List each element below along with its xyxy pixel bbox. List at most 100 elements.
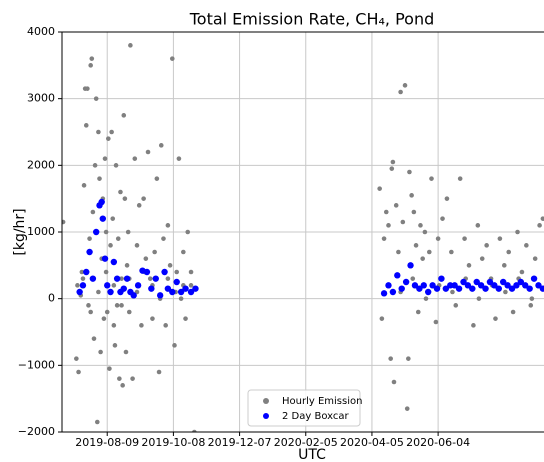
legend-label: Hourly Emission bbox=[282, 396, 362, 407]
x-tick-label: 2020-02-05 bbox=[274, 436, 338, 449]
point bbox=[128, 43, 133, 48]
point bbox=[79, 282, 87, 289]
point bbox=[381, 236, 387, 241]
point bbox=[112, 343, 118, 348]
point bbox=[513, 282, 520, 289]
point bbox=[453, 303, 459, 308]
point bbox=[391, 379, 397, 385]
point bbox=[152, 275, 159, 282]
point bbox=[132, 156, 138, 161]
point bbox=[411, 282, 419, 289]
y-tick-label: 2000 bbox=[27, 158, 55, 171]
point bbox=[83, 268, 90, 276]
point bbox=[147, 276, 153, 281]
point bbox=[192, 285, 199, 292]
point bbox=[143, 256, 149, 261]
point bbox=[167, 263, 173, 268]
point bbox=[123, 349, 129, 355]
point bbox=[165, 276, 171, 281]
point bbox=[510, 309, 516, 315]
point bbox=[92, 163, 98, 168]
point bbox=[460, 278, 467, 286]
point bbox=[185, 229, 191, 235]
point bbox=[145, 149, 151, 155]
point bbox=[411, 209, 417, 215]
point bbox=[104, 309, 110, 315]
point bbox=[74, 356, 79, 361]
point bbox=[386, 223, 391, 228]
point bbox=[161, 268, 168, 276]
point bbox=[86, 248, 93, 256]
point bbox=[503, 289, 508, 295]
point bbox=[169, 56, 175, 61]
point bbox=[407, 262, 414, 269]
point bbox=[113, 163, 119, 168]
point bbox=[188, 269, 194, 275]
point bbox=[101, 255, 109, 262]
point bbox=[532, 256, 538, 261]
point bbox=[402, 83, 408, 88]
point bbox=[91, 336, 97, 341]
point bbox=[134, 243, 140, 248]
point bbox=[103, 269, 109, 275]
point bbox=[415, 309, 421, 315]
point bbox=[101, 316, 107, 321]
point bbox=[126, 309, 132, 315]
point bbox=[108, 243, 113, 248]
point bbox=[519, 269, 525, 275]
point bbox=[96, 129, 101, 135]
point bbox=[154, 176, 160, 181]
point bbox=[426, 249, 432, 255]
point bbox=[476, 296, 482, 301]
legend-marker bbox=[263, 413, 269, 419]
point bbox=[110, 258, 118, 266]
point bbox=[506, 249, 512, 255]
point bbox=[540, 216, 544, 221]
point bbox=[383, 209, 389, 215]
point bbox=[156, 369, 162, 375]
point bbox=[440, 216, 445, 221]
point bbox=[450, 289, 455, 295]
point bbox=[515, 229, 520, 235]
point bbox=[178, 296, 184, 301]
y-axis-label: [kg/hr] bbox=[12, 208, 28, 255]
point bbox=[394, 272, 401, 279]
point bbox=[80, 276, 86, 281]
point bbox=[455, 285, 463, 292]
legend: Hourly Emission 2 Day Boxcar bbox=[247, 389, 362, 427]
y-tick-label: −2000 bbox=[18, 425, 55, 438]
point bbox=[539, 285, 544, 292]
point bbox=[163, 323, 168, 328]
point bbox=[120, 383, 125, 388]
point bbox=[495, 285, 502, 292]
point bbox=[111, 323, 117, 328]
y-tick-label: −1000 bbox=[18, 358, 55, 371]
point bbox=[404, 406, 410, 411]
point bbox=[462, 236, 467, 241]
point bbox=[107, 288, 114, 296]
point bbox=[83, 123, 89, 128]
point bbox=[115, 236, 121, 241]
point bbox=[396, 249, 401, 255]
y-tick-label: 1000 bbox=[27, 225, 55, 238]
point bbox=[114, 303, 120, 308]
point bbox=[90, 209, 96, 215]
plot-area bbox=[62, 43, 544, 432]
point bbox=[486, 278, 494, 286]
point bbox=[181, 249, 186, 255]
legend-label: 2 Day Boxcar bbox=[282, 411, 350, 422]
point bbox=[124, 263, 130, 268]
point bbox=[442, 285, 450, 292]
point bbox=[429, 176, 434, 181]
point bbox=[139, 323, 144, 328]
point bbox=[176, 156, 182, 161]
point bbox=[529, 296, 535, 301]
point bbox=[93, 96, 99, 101]
point bbox=[491, 282, 498, 289]
point bbox=[457, 176, 463, 181]
point bbox=[528, 303, 534, 308]
point bbox=[398, 285, 405, 292]
point bbox=[449, 249, 454, 255]
point bbox=[86, 303, 91, 308]
